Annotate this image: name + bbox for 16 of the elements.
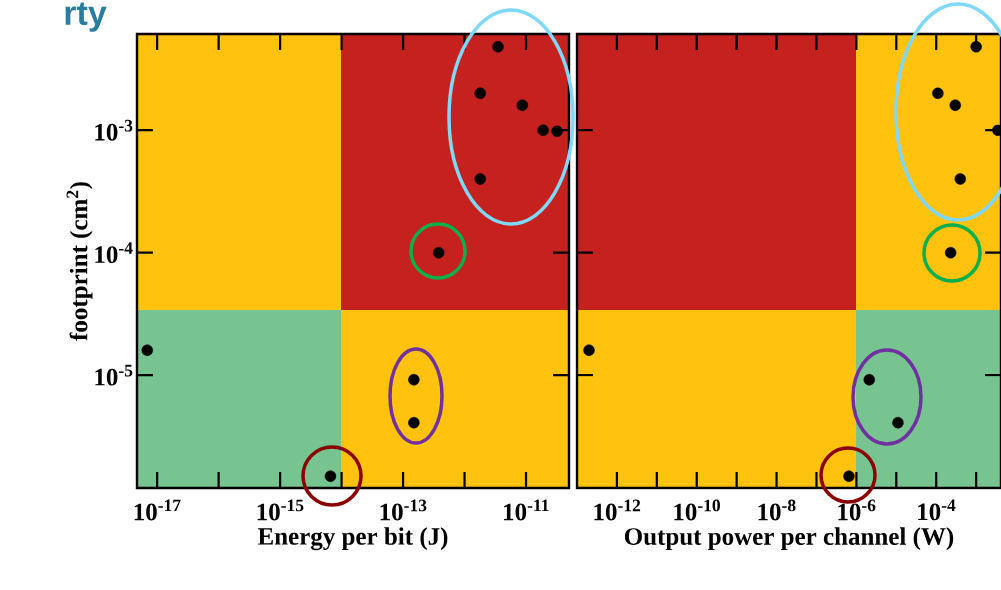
x-tick-label: 10$^{-4}$ [918,499,956,521]
chart-title: rty [65,2,107,32]
x-axis-title: Output power per channel (W) [624,527,954,550]
x-tick-label: 10$^{-12}$ [594,499,641,521]
x-tick-label: 10$^{-13}$ [380,499,427,521]
x-tick-label: 10$^{-8}$ [758,499,796,521]
x-axis-title: Energy per bit (J) [257,527,448,551]
y-axis-title: footprint (cm$^{2}$) [66,182,93,341]
x-tick-label: 10$^{-15}$ [257,499,304,521]
x-tick-label: 10$^{-17}$ [134,499,181,521]
x-tick-label: 10$^{-11}$ [504,499,549,521]
y-tick-label: 10$^{-5}$ [95,364,133,386]
y-tick-label: 10$^{-3}$ [95,119,133,141]
x-tick-label: 10$^{-10}$ [674,499,720,521]
y-tick-label: 10$^{-4}$ [95,242,133,264]
x-tick-label: 10$^{-6}$ [838,499,876,521]
